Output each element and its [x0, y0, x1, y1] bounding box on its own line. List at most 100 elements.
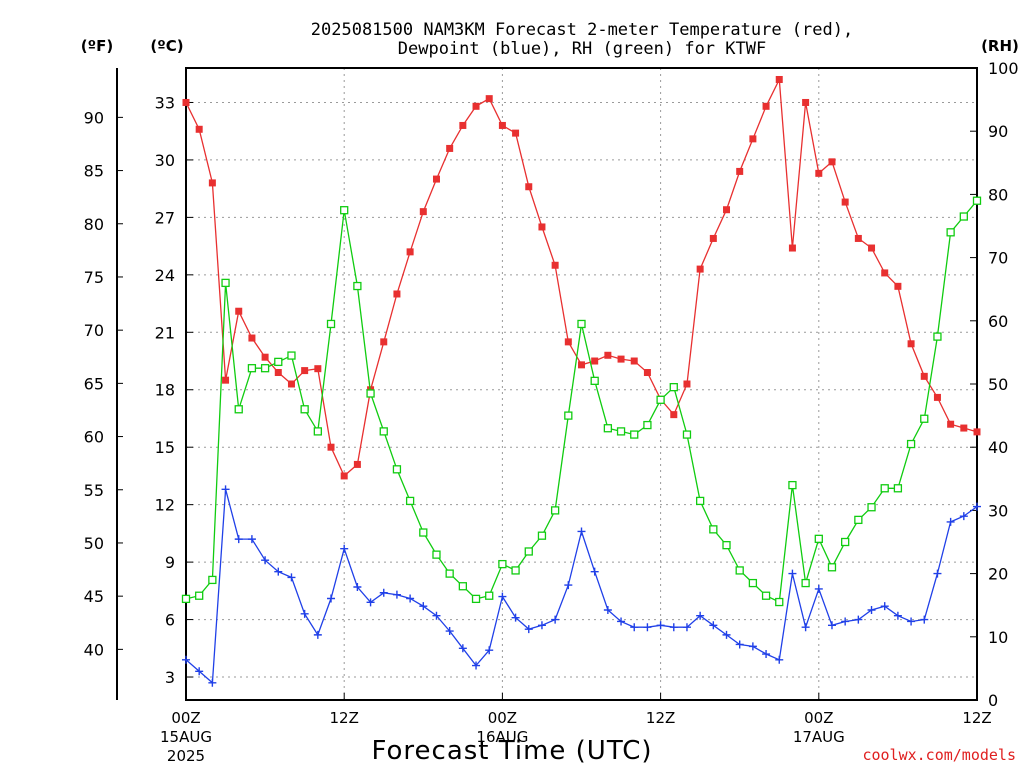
- temperature-point: [907, 340, 915, 348]
- rh-point: [603, 424, 613, 433]
- temperature-line: [185, 77, 978, 477]
- celsius-tick-label: 27: [155, 208, 175, 227]
- temperature-point: [538, 223, 546, 231]
- dewpoint-point: [247, 535, 256, 544]
- time-tick-label: 00Z: [804, 709, 833, 727]
- dewpoint-point: [722, 630, 731, 639]
- rh-point: [616, 427, 626, 436]
- temperature-point: [551, 261, 559, 269]
- temperature-point: [274, 369, 282, 377]
- rh-point: [550, 506, 560, 515]
- rh-point: [775, 597, 784, 607]
- temperature-point: [485, 95, 493, 103]
- dewpoint-point: [959, 512, 968, 521]
- dewpoint-point: [880, 602, 889, 611]
- rh-point: [854, 515, 863, 525]
- rh-point: [590, 376, 599, 385]
- fahrenheit-tick-label: 75: [84, 268, 104, 287]
- temperature-point: [933, 393, 941, 401]
- rh-point: [300, 405, 309, 414]
- dewpoint-point: [669, 623, 678, 632]
- dewpoint-point: [867, 605, 876, 614]
- rh-tick-label: 60: [988, 312, 1008, 331]
- dewpoint-point: [498, 592, 507, 601]
- rh-line: [185, 200, 978, 603]
- date-tick-label: 15AUG: [160, 728, 212, 746]
- rh-point: [788, 480, 797, 490]
- dewpoint-point: [274, 567, 283, 576]
- dewpoint-point: [617, 617, 626, 626]
- dewpoint-point: [445, 627, 454, 636]
- dewpoint-point: [327, 594, 336, 603]
- dewpoint-point: [182, 655, 190, 664]
- dewpoint-point: [735, 640, 744, 649]
- dewpoint-point: [907, 617, 916, 626]
- celsius-tick-labels: 3 6 9 12 15 18 21 24 27 30 33: [155, 93, 193, 687]
- temperature-point: [630, 357, 638, 365]
- dewpoint-point: [775, 655, 784, 664]
- temperature-point: [973, 428, 981, 436]
- temperature-series: [182, 75, 981, 480]
- temperature-point: [459, 121, 467, 129]
- temperature-point: [525, 183, 533, 191]
- fahrenheit-tick-label: 45: [84, 587, 104, 606]
- rh-point: [524, 547, 533, 556]
- fahrenheit-tick-label: 50: [84, 534, 104, 553]
- celsius-tick-label: 24: [155, 266, 175, 285]
- rh-point: [274, 357, 283, 367]
- dewpoint-point: [432, 611, 441, 620]
- rh-point: [181, 594, 191, 604]
- dewpoint-point: [709, 621, 718, 630]
- temperature-point: [182, 98, 190, 106]
- rh-tick-label: 80: [988, 185, 1008, 204]
- rh-point: [630, 430, 639, 439]
- fahrenheit-tick-label: 70: [84, 321, 104, 340]
- temperature-point: [301, 367, 309, 375]
- rh-point: [458, 582, 468, 591]
- temperature-point: [670, 411, 678, 419]
- dewpoint-point: [551, 615, 560, 624]
- fahrenheit-unit-label: (ºF): [81, 37, 113, 55]
- temperature-point: [235, 307, 243, 315]
- temperature-point: [643, 369, 651, 377]
- temperature-point: [472, 102, 480, 110]
- rh-point: [247, 364, 257, 373]
- dewpoint-point: [603, 605, 612, 614]
- dewpoint-point: [313, 630, 322, 639]
- temperature-point: [432, 175, 440, 183]
- dewpoint-point: [920, 615, 929, 624]
- rh-point: [287, 351, 296, 360]
- dewpoint-series: [182, 485, 981, 687]
- dewpoint-point: [221, 485, 230, 494]
- temperature-point: [841, 198, 849, 206]
- temperature-point: [749, 135, 757, 143]
- dewpoint-point: [366, 598, 375, 607]
- temperature-point: [947, 420, 955, 428]
- series-layer: [181, 75, 982, 687]
- dewpoint-point: [682, 623, 691, 632]
- rh-point: [221, 278, 230, 288]
- temperature-point: [406, 248, 414, 256]
- temperature-point: [222, 376, 230, 384]
- rh-point: [656, 395, 665, 404]
- celsius-unit-label: (ºC): [150, 37, 183, 55]
- rh-point: [511, 566, 520, 575]
- dewpoint-point: [656, 621, 665, 630]
- rh-point: [880, 484, 889, 493]
- rh-point: [906, 439, 916, 449]
- temperature-point: [960, 424, 968, 432]
- temperature-point: [920, 372, 928, 380]
- fahrenheit-tick-label: 90: [84, 108, 104, 127]
- rh-point: [537, 531, 547, 540]
- temperature-point: [314, 365, 322, 373]
- time-tick-label: 12Z: [646, 709, 675, 727]
- rh-point: [920, 414, 929, 423]
- dewpoint-point: [234, 535, 243, 544]
- dewpoint-point: [524, 625, 533, 634]
- rh-point: [379, 427, 388, 436]
- rh-point: [709, 525, 718, 534]
- temperature-point: [353, 460, 361, 468]
- temperature-point: [775, 75, 783, 83]
- rh-point: [643, 420, 652, 430]
